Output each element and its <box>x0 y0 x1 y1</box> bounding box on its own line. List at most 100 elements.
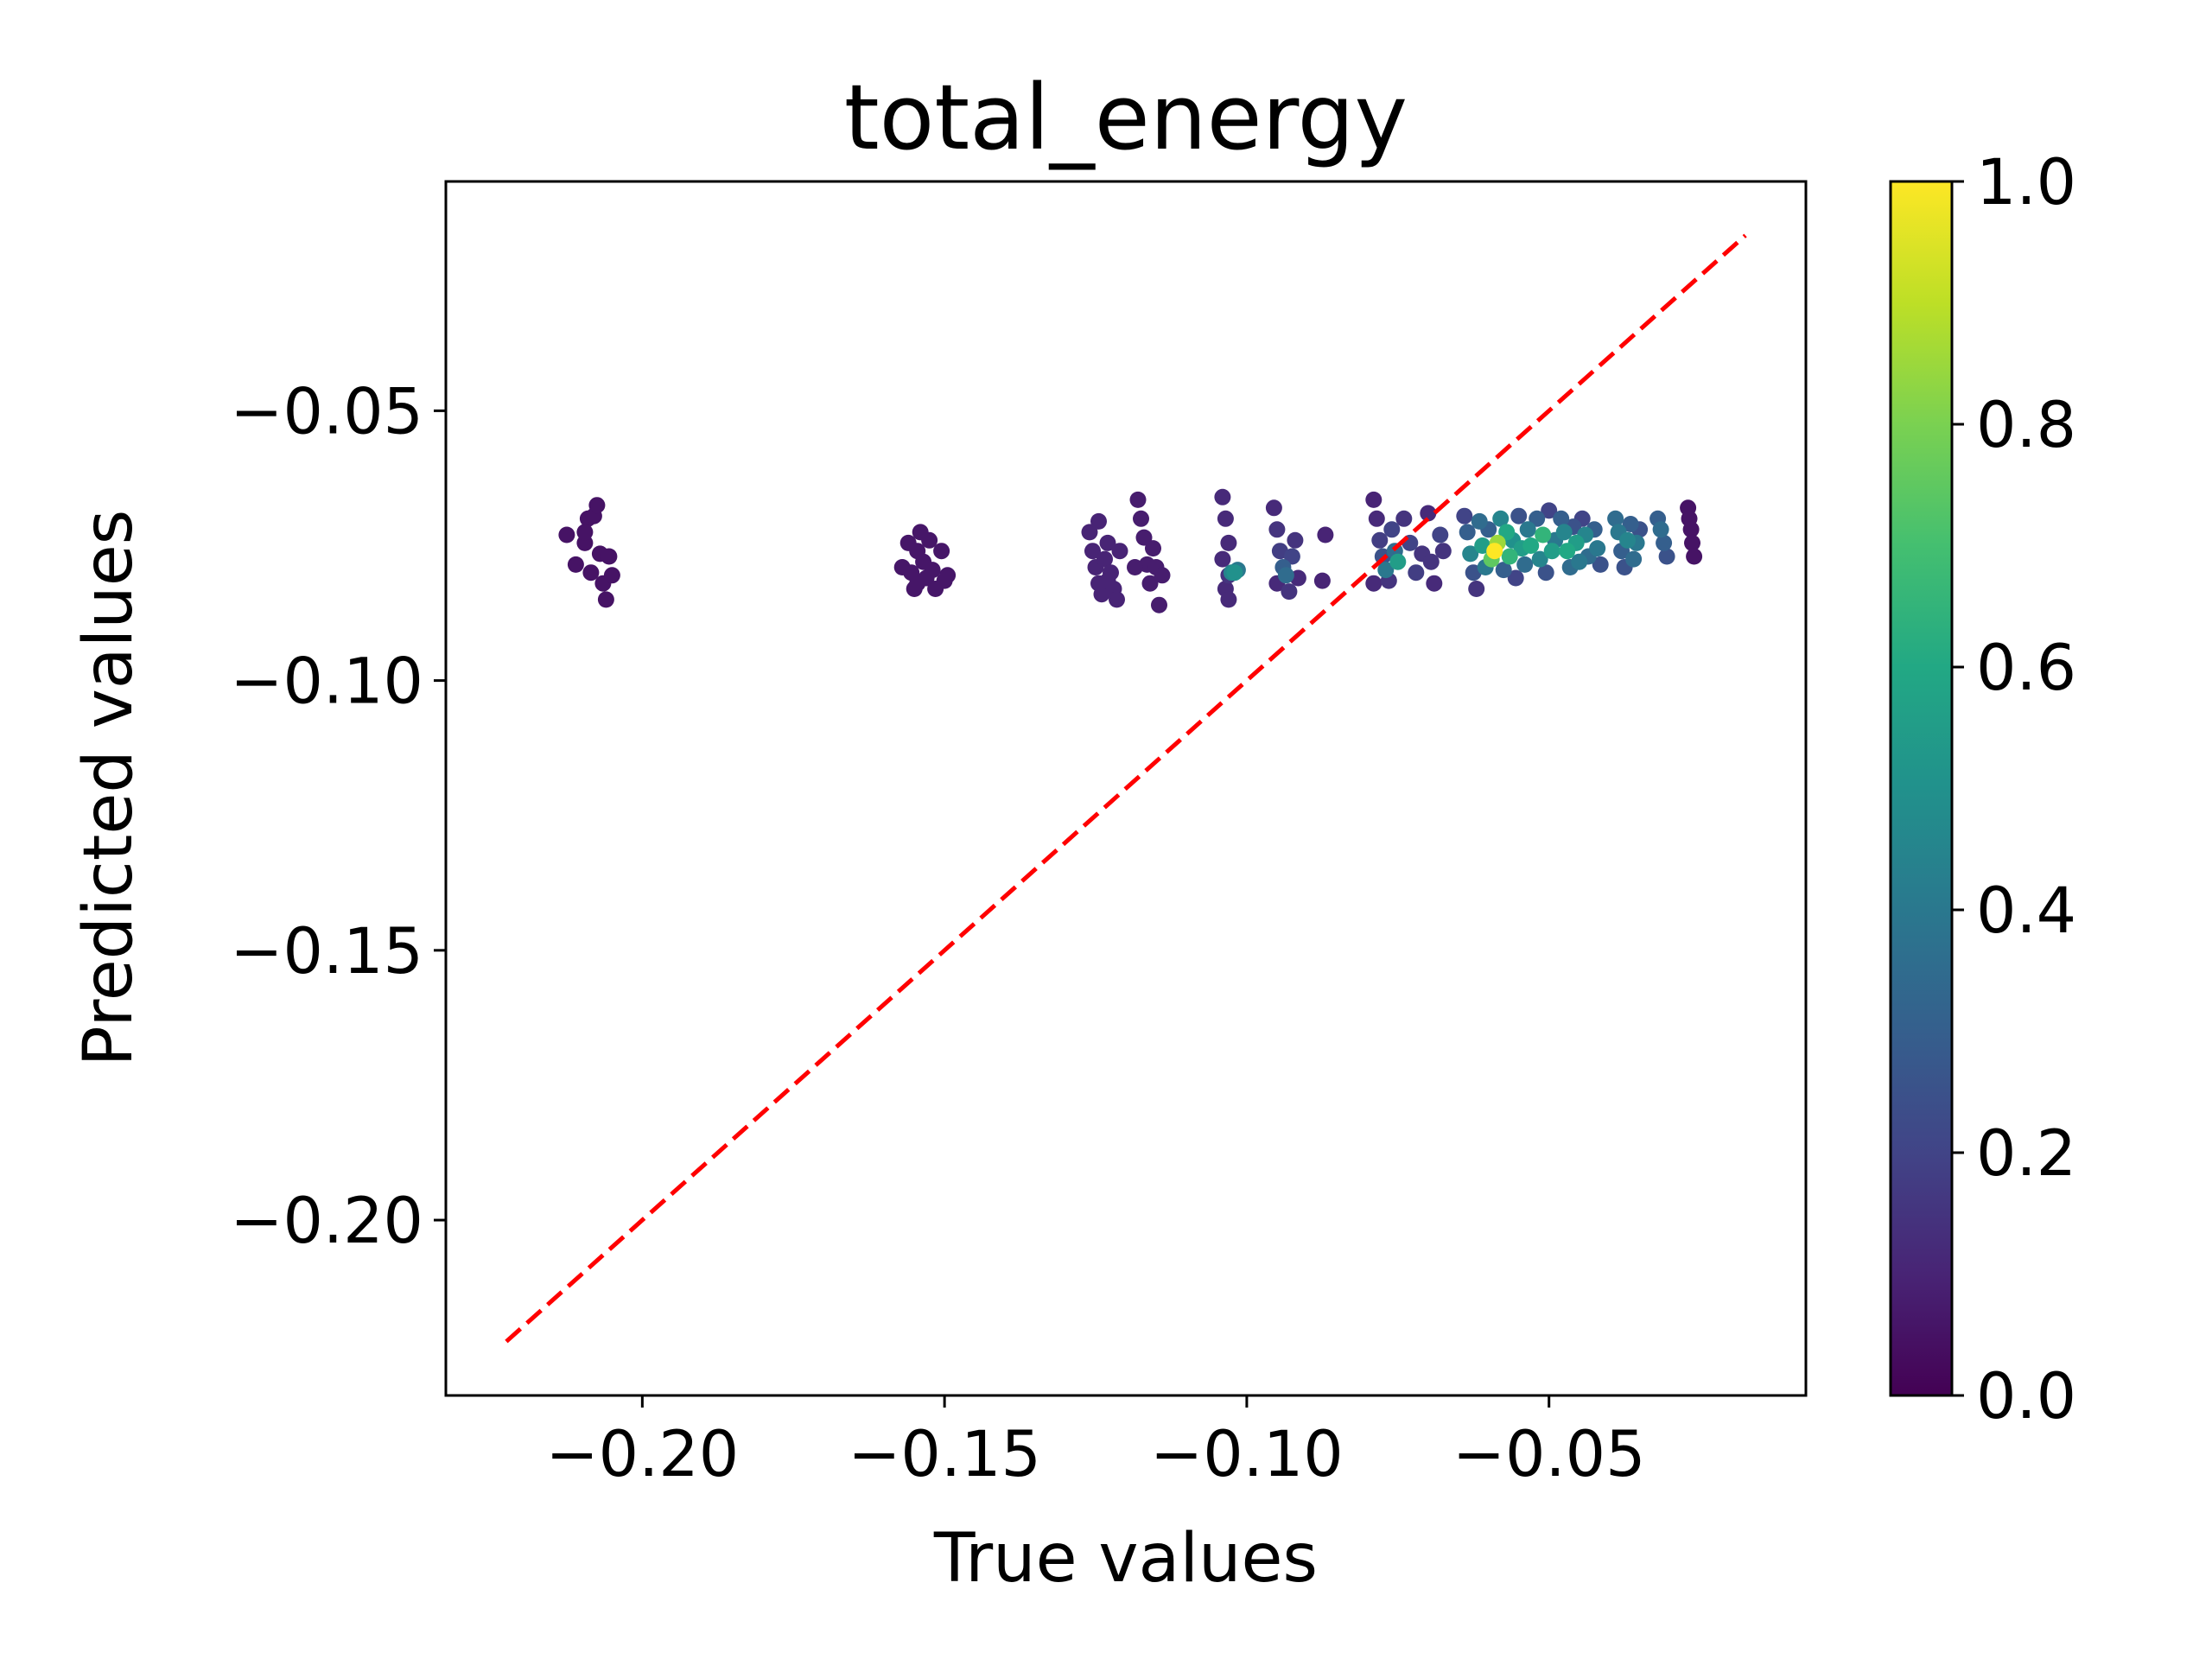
scatter-point <box>1371 531 1389 549</box>
x-tick-label: −0.05 <box>1452 1418 1646 1491</box>
scatter-point <box>1111 543 1128 560</box>
scatter-point <box>1426 575 1443 592</box>
scatter-point <box>1377 562 1395 579</box>
scatter-point <box>1365 575 1382 592</box>
scatter-point <box>1145 540 1161 557</box>
y-tick-label: −0.20 <box>230 1185 423 1258</box>
scatter-point <box>1226 564 1243 582</box>
scatter-point <box>1571 553 1588 570</box>
colorbar-tick-label: 1.0 <box>1976 146 2076 219</box>
scatter-point <box>1268 521 1286 538</box>
scatter-point <box>1531 550 1548 568</box>
scatter-point <box>1129 491 1147 508</box>
scatter-point <box>601 548 618 565</box>
y-tick-label: −0.15 <box>230 915 423 988</box>
scatter-point <box>1383 521 1401 538</box>
scatter-point <box>1510 507 1528 524</box>
scatter-point <box>1217 510 1234 527</box>
scatter-point <box>924 562 941 579</box>
scatter-point <box>921 531 938 549</box>
scatter-point <box>1541 502 1558 519</box>
scatter-point <box>1471 512 1488 530</box>
scatter-point <box>1535 526 1552 543</box>
scatter-point <box>1099 534 1116 551</box>
colorbar-ticks: 0.0 0.2 0.4 0.6 0.8 1.0 <box>1952 146 2076 1433</box>
scatter-point <box>1287 531 1304 549</box>
x-axis-ticks: −0.20 −0.15 −0.10 −0.05 <box>545 1395 1646 1491</box>
scatter-point <box>1468 581 1485 597</box>
x-tick-label: −0.20 <box>545 1418 739 1491</box>
scatter-point <box>1368 510 1385 527</box>
x-tick-label: −0.15 <box>848 1418 1041 1491</box>
scatter-point <box>1516 556 1534 573</box>
colorbar-tick-label: 0.4 <box>1976 874 2076 948</box>
plot-frame <box>444 180 1808 1397</box>
scatter-point <box>1220 591 1237 608</box>
scatter-point <box>1127 559 1143 575</box>
scatter-point <box>582 564 600 582</box>
scatter-point <box>1682 521 1700 538</box>
scatter-point <box>1420 505 1437 522</box>
scatter-point <box>576 524 594 541</box>
reference-line <box>505 233 1747 1344</box>
scatter-point <box>1084 543 1101 560</box>
scatter-point <box>1434 543 1452 560</box>
scatter-point <box>603 567 620 584</box>
scatter-point <box>1462 545 1479 563</box>
colorbar-tick-label: 0.6 <box>1976 632 2076 705</box>
scatter-point <box>1589 540 1606 557</box>
scatter-point <box>1522 537 1540 554</box>
scatter-point <box>1625 550 1643 568</box>
scatter-point <box>1456 507 1473 524</box>
scatter-point <box>588 497 606 514</box>
scatter-points <box>558 488 1703 613</box>
scatter-point <box>1317 526 1334 543</box>
colorbar-tick-label: 0.8 <box>1976 389 2076 462</box>
scatter-point <box>1529 510 1546 527</box>
scatter-point <box>1408 564 1425 582</box>
scatter-point <box>933 543 950 560</box>
scatter-point <box>1507 569 1524 587</box>
scatter-point <box>558 526 575 543</box>
scatter-point <box>1281 583 1298 601</box>
colorbar-tick-label: 0.0 <box>1976 1360 2076 1433</box>
scatter-point <box>1592 556 1609 573</box>
scatter-point <box>1555 524 1573 541</box>
scatter-point <box>1154 567 1171 584</box>
scatter-point <box>567 556 584 573</box>
scatter-point <box>1313 572 1331 589</box>
scatter-point <box>1684 534 1700 551</box>
x-axis-label: True values <box>933 1520 1318 1598</box>
scatter-point <box>1090 512 1107 530</box>
scatter-point <box>1656 534 1673 551</box>
scatter-point <box>1459 524 1476 541</box>
scatter-point <box>1395 510 1413 527</box>
scatter-point <box>1432 526 1449 543</box>
colorbar-gradient <box>1889 180 1954 1397</box>
colorbar-tick-label: 0.2 <box>1976 1117 2076 1191</box>
scatter-point <box>1081 524 1098 541</box>
scatter-point <box>1537 564 1554 582</box>
scatter-point <box>1096 550 1113 568</box>
scatter-point <box>939 567 957 584</box>
scatter-point <box>1492 510 1510 527</box>
scatter-point <box>597 591 614 608</box>
scatter-point <box>1214 550 1231 568</box>
scatter-point <box>1389 553 1407 570</box>
scatter-point <box>1214 488 1231 505</box>
scatter-point <box>1501 548 1518 565</box>
scatter-point <box>1553 510 1570 527</box>
scatter-point <box>1151 596 1167 613</box>
scatter-point <box>909 575 926 592</box>
scatter-point <box>1486 543 1503 560</box>
scatter-point <box>1495 562 1512 579</box>
scatter-point <box>1607 510 1624 527</box>
scatter-point <box>1099 572 1116 589</box>
scatter-point <box>1686 548 1703 565</box>
scatter-point <box>1220 534 1237 551</box>
y-tick-label: −0.10 <box>230 645 423 719</box>
scatter-point <box>1133 510 1149 527</box>
scatter-point <box>1135 529 1153 546</box>
y-axis-ticks: −0.05 −0.10 −0.15 −0.20 <box>230 375 446 1258</box>
